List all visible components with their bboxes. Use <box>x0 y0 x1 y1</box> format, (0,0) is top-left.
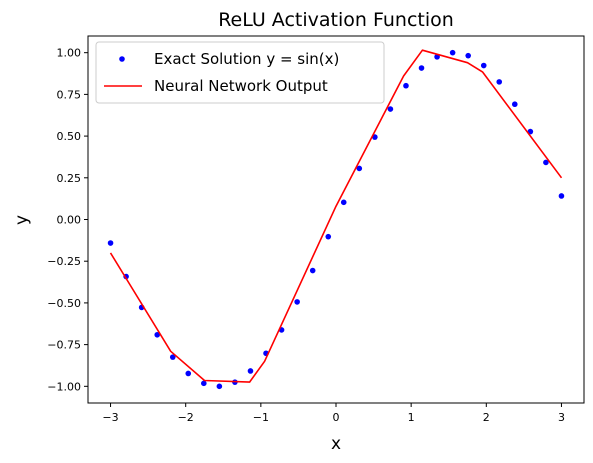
exact-solution-point <box>201 380 207 387</box>
y-tick-label: −0.25 <box>47 255 81 268</box>
exact-solution-point <box>418 65 425 71</box>
axes-frame <box>87 35 585 404</box>
x-axis-label: x <box>331 434 341 454</box>
exact-solution-point <box>169 354 176 360</box>
exact-solution-point <box>107 240 114 246</box>
y-tick-label: 0.50 <box>57 130 82 143</box>
exact-solution-point <box>340 199 347 206</box>
y-tick-label: 0.25 <box>57 172 82 185</box>
exact-solution-point <box>247 368 254 374</box>
exact-solution-point <box>185 370 192 377</box>
exact-solution-point <box>465 52 471 59</box>
x-tick-label: −3 <box>102 411 118 424</box>
exact-solution-point <box>558 193 565 199</box>
x-tick-label: 2 <box>483 411 490 424</box>
exact-solution-point <box>216 383 223 390</box>
x-tick-label: 3 <box>558 411 565 424</box>
nn-output-line <box>109 49 563 383</box>
x-tick-label: 0 <box>333 411 340 424</box>
exact-solution-point <box>387 106 394 112</box>
legend-marker-exact <box>119 56 125 62</box>
exact-solution-point <box>511 101 518 108</box>
y-axis-label: y <box>12 215 32 225</box>
legend-label-nn: Neural Network Output <box>154 77 328 95</box>
exact-solution-point <box>294 299 300 305</box>
y-tick-label: −0.75 <box>47 339 81 352</box>
legend-label-exact: Exact Solution y = sin(x) <box>154 50 339 68</box>
exact-solution-point <box>449 49 456 56</box>
y-tick-label: 1.00 <box>57 47 82 60</box>
y-tick-label: −0.50 <box>47 297 81 310</box>
exact-solution-point <box>496 79 503 85</box>
x-tick-label: 1 <box>408 411 415 424</box>
exact-solution-point <box>543 159 549 166</box>
legend: Exact Solution y = sin(x) Neural Network… <box>95 41 385 104</box>
y-tick-label: 0.00 <box>57 214 82 227</box>
plot-area: −3 −2 −1 0 1 2 3 −1.00 −0.75 −0.50 −0.25 0.00 0.25 0.… <box>47 47 565 424</box>
legend-box <box>95 41 385 104</box>
exact-solution-point <box>309 267 316 274</box>
chart-title: ReLU Activation Function <box>218 9 454 31</box>
exact-solution-point <box>154 331 161 338</box>
x-tick-label: −1 <box>253 411 269 424</box>
y-tick-label: 0.75 <box>57 88 82 101</box>
x-tick-label: −2 <box>178 411 194 424</box>
exact-solution-point <box>325 233 332 240</box>
exact-solution-point <box>403 82 409 89</box>
y-tick-label: −1.00 <box>47 380 81 393</box>
exact-solution-point <box>480 62 487 69</box>
exact-solution-point <box>356 165 363 172</box>
